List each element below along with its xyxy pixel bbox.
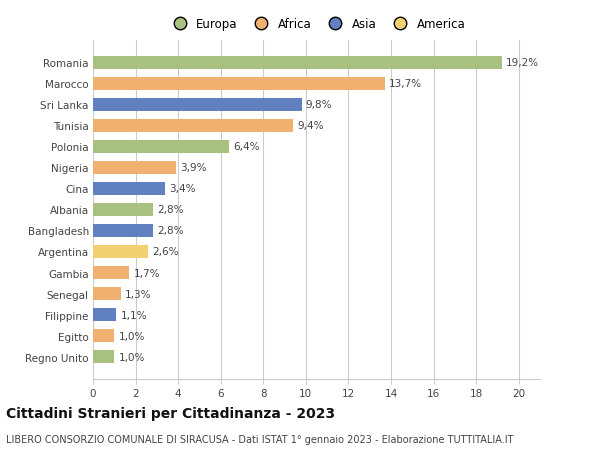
Bar (93, 162, 176, 174)
Text: 6,4%: 6,4% (233, 142, 260, 152)
Bar (93, 246, 148, 258)
Legend: Europa, Africa, Asia, America: Europa, Africa, Asia, America (163, 13, 470, 36)
Text: 2,8%: 2,8% (157, 226, 184, 236)
Text: 2,6%: 2,6% (152, 247, 179, 257)
Text: 9,8%: 9,8% (306, 100, 332, 110)
Bar (93, 330, 114, 342)
Text: 19,2%: 19,2% (506, 58, 539, 68)
Text: 1,7%: 1,7% (133, 268, 160, 278)
Bar (93, 140, 229, 154)
Text: 1,0%: 1,0% (119, 331, 145, 341)
Bar (93, 99, 302, 112)
Text: 1,3%: 1,3% (125, 289, 151, 299)
Bar (93, 308, 116, 321)
Bar (93, 183, 166, 196)
Bar (93, 78, 385, 90)
Text: 1,0%: 1,0% (119, 352, 145, 362)
Text: 3,9%: 3,9% (180, 163, 207, 173)
Bar (93, 203, 152, 217)
Bar (93, 287, 121, 300)
Text: 2,8%: 2,8% (157, 205, 184, 215)
Text: 3,4%: 3,4% (170, 184, 196, 194)
Bar (93, 56, 502, 70)
Text: 9,4%: 9,4% (298, 121, 324, 131)
Bar (93, 266, 129, 280)
Bar (93, 350, 114, 364)
Text: 13,7%: 13,7% (389, 79, 422, 89)
Text: LIBERO CONSORZIO COMUNALE DI SIRACUSA - Dati ISTAT 1° gennaio 2023 - Elaborazion: LIBERO CONSORZIO COMUNALE DI SIRACUSA - … (6, 434, 514, 444)
Text: 1,1%: 1,1% (121, 310, 147, 320)
Text: Cittadini Stranieri per Cittadinanza - 2023: Cittadini Stranieri per Cittadinanza - 2… (6, 406, 335, 420)
Bar (93, 224, 152, 237)
Bar (93, 120, 293, 133)
